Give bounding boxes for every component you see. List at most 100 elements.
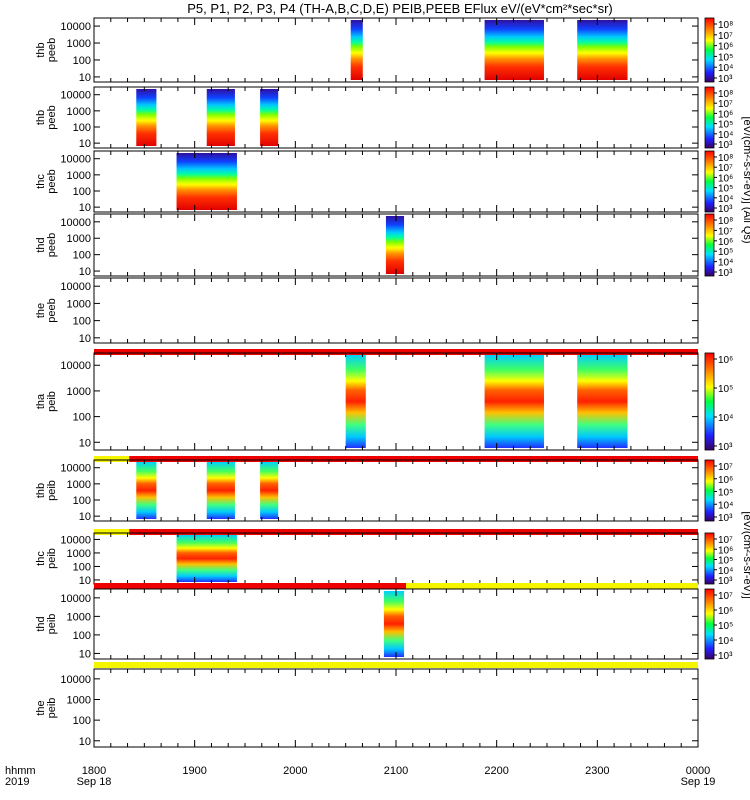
colorbar-tick-label: 10⁸ bbox=[718, 153, 733, 164]
spectrogram-interval-1 bbox=[350, 20, 363, 80]
panel-ylabel-line-2: peeb bbox=[46, 169, 58, 193]
flag-bar-segment-1 bbox=[94, 529, 130, 535]
flag-bar-segment-1 bbox=[94, 349, 698, 355]
panel-5: 10000 1000 100 10 the peeb bbox=[35, 277, 699, 355]
y-tick-label: 10 bbox=[79, 138, 91, 150]
panel-ylabel-line-2: peib bbox=[46, 548, 58, 569]
panel-ylabel-line-1: thc bbox=[35, 174, 47, 189]
colorbar-tick-label: 10³ bbox=[718, 576, 733, 587]
y-tick-label: 1000 bbox=[67, 298, 91, 310]
y-tick-label: 100 bbox=[73, 715, 91, 727]
spectrogram-interval-1 bbox=[345, 355, 366, 448]
figure-title: P5, P1, P2, P3, P4 (TH-A,B,C,D,E) PEIB,P… bbox=[187, 1, 613, 16]
y-tick-label: 100 bbox=[73, 250, 91, 262]
spectrogram-interval-1 bbox=[176, 153, 237, 210]
colorbar bbox=[704, 459, 715, 522]
colorbar-tick-label: 10⁸ bbox=[718, 20, 733, 31]
y-tick-label: 100 bbox=[73, 122, 91, 134]
spectrogram-interval-3 bbox=[260, 89, 279, 146]
colorbar-tick-label: 10⁴ bbox=[718, 130, 733, 141]
y-tick-label: 10000 bbox=[60, 534, 91, 546]
colorbar-tick-label: 10⁶ bbox=[718, 545, 733, 556]
y-tick-label: 100 bbox=[73, 55, 91, 67]
panel-ylabel-line-1: thd bbox=[35, 616, 47, 631]
flag-bar-segment-2 bbox=[129, 529, 698, 535]
y-tick-label: 10000 bbox=[60, 281, 91, 293]
x-tick-label: 2200 bbox=[484, 765, 508, 777]
panel-ylabel-line-1: the bbox=[35, 700, 47, 715]
panel-frame bbox=[93, 668, 699, 748]
x-tick-sublabel: Sep 19 bbox=[681, 776, 716, 788]
panel-ylabel-line-1: thb bbox=[35, 110, 47, 125]
colorbar bbox=[704, 86, 715, 149]
y-tick-label: 1000 bbox=[67, 694, 91, 706]
panel-9: 10000 1000 100 10 thd peib 10⁷ 10⁶ 10⁵ 10⁴ 10³ bbox=[35, 588, 733, 668]
x-tick-label: 2000 bbox=[283, 765, 307, 777]
spectrogram-interval-3 bbox=[577, 20, 628, 80]
colorbar-tick-label: 10⁷ bbox=[718, 31, 733, 42]
colorbar-tick-label: 10⁴ bbox=[718, 566, 733, 577]
panel-ylabel-line-2: peeb bbox=[46, 38, 58, 62]
panel-frame bbox=[93, 277, 699, 344]
y-tick-label: 10 bbox=[79, 511, 91, 523]
panel-frame bbox=[93, 86, 699, 149]
colorbar-tick-label: 10⁸ bbox=[718, 89, 733, 100]
colorbar-tick-label: 10⁷ bbox=[718, 591, 733, 602]
colorbar-tick-label: 10⁶ bbox=[718, 606, 733, 617]
flag-bar-segment-1 bbox=[94, 583, 407, 589]
colorbar-label-electron: [eV/(cm²-s-sr-eV)] (All Qs) bbox=[741, 116, 750, 243]
y-tick-label: 1000 bbox=[67, 170, 91, 182]
colorbar-tick-label: 10⁸ bbox=[718, 216, 733, 227]
panel-ylabel-line-2: peib bbox=[46, 698, 58, 719]
y-tick-label: 1000 bbox=[67, 548, 91, 560]
colorbar-tick-label: 10⁵ bbox=[718, 621, 733, 632]
x-tick-label: 2300 bbox=[585, 765, 609, 777]
colorbar-tick-label: 10⁶ bbox=[718, 475, 733, 486]
colorbar-label-ion: [eV/(cm²-s-sr-eV)] bbox=[741, 511, 750, 598]
colorbar-tick-label: 10⁵ bbox=[718, 52, 733, 63]
colorbar-tick-label: 10⁴ bbox=[718, 500, 733, 511]
panel-ylabel-line-2: peib bbox=[46, 480, 58, 501]
colorbar-tick-label: 10³ bbox=[718, 74, 733, 85]
y-tick-label: 1000 bbox=[67, 386, 91, 398]
colorbar-tick-label: 10⁷ bbox=[718, 462, 733, 473]
colorbar-tick-label: 10⁴ bbox=[718, 258, 733, 269]
colorbar-tick-label: 10⁴ bbox=[718, 63, 733, 74]
spectrogram-interval-1 bbox=[136, 89, 157, 146]
colorbar-tick-label: 10⁷ bbox=[718, 163, 733, 174]
colorbar-tick-label: 10⁶ bbox=[718, 173, 733, 184]
panel-ylabel-line-1: thd bbox=[35, 237, 47, 252]
colorbar-tick-label: 10⁵ bbox=[718, 556, 733, 567]
colorbar bbox=[704, 150, 715, 213]
y-tick-label: 1000 bbox=[67, 479, 91, 491]
y-tick-label: 10 bbox=[79, 437, 91, 449]
colorbar-tick-label: 10⁴ bbox=[718, 413, 733, 424]
flag-bar-segment-1 bbox=[94, 456, 130, 462]
y-tick-label: 10 bbox=[79, 266, 91, 278]
flag-bar-segment-1 bbox=[94, 662, 698, 668]
colorbar-tick-label: 10⁵ bbox=[718, 384, 733, 395]
spectrogram-interval-2 bbox=[484, 20, 544, 80]
colorbar-tick-label: 10⁴ bbox=[718, 194, 733, 205]
y-tick-label: 10000 bbox=[60, 154, 91, 166]
colorbar-tick-label: 10⁶ bbox=[718, 237, 733, 248]
y-tick-label: 10 bbox=[79, 202, 91, 214]
y-tick-label: 100 bbox=[73, 561, 91, 573]
spectrogram-interval-2 bbox=[206, 89, 235, 146]
y-tick-label: 10000 bbox=[60, 463, 91, 475]
x-tick-sublabel: Sep 18 bbox=[77, 776, 112, 788]
colorbar-tick-label: 10³ bbox=[718, 442, 733, 453]
spectrogram-interval-3 bbox=[260, 462, 279, 519]
spectrogram-interval-1 bbox=[136, 462, 157, 519]
x-tick-label: 1900 bbox=[182, 765, 206, 777]
spectrogram-interval-1 bbox=[176, 535, 237, 582]
y-tick-label: 10000 bbox=[60, 674, 91, 686]
flag-bar-segment-2 bbox=[406, 583, 698, 589]
colorbar-tick-label: 10⁵ bbox=[718, 120, 733, 131]
